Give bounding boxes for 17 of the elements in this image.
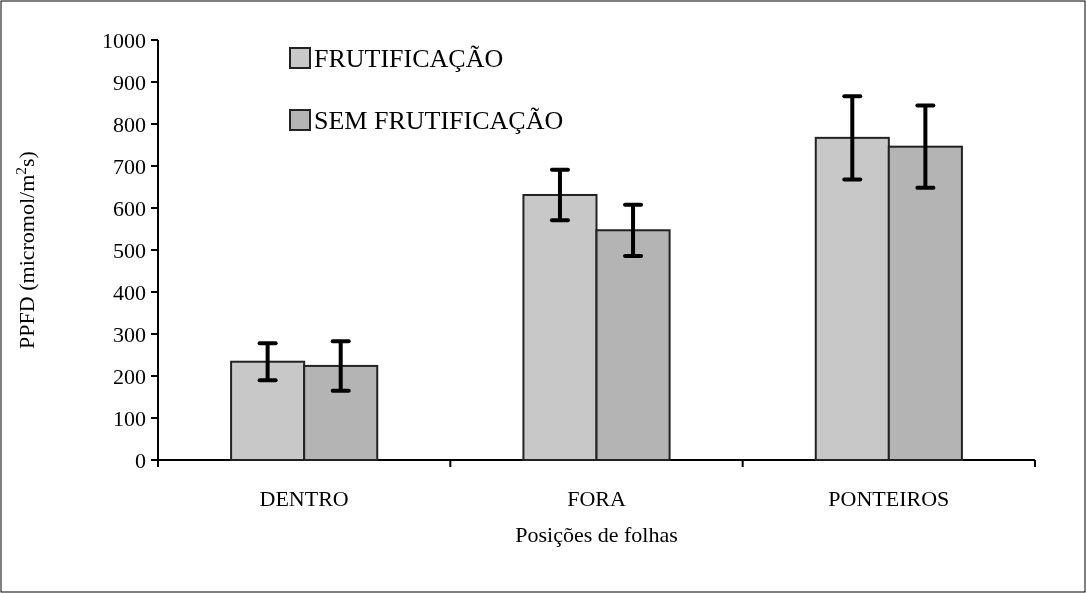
legend-label: SEM FRUTIFICAÇÃO [314, 106, 564, 136]
y-tick-label: 400 [113, 279, 146, 305]
y-tick-label: 600 [113, 195, 146, 221]
y-tick-label: 700 [113, 153, 146, 179]
x-tick-label: PONTEIROS [828, 486, 950, 511]
y-tick-label: 800 [113, 111, 146, 137]
y-tick-label: 1000 [102, 27, 146, 53]
x-tick-label: FORA [567, 486, 626, 511]
y-tick-label: 200 [113, 363, 146, 389]
y-tick-label: 500 [113, 237, 146, 263]
y-tick-label: 100 [113, 405, 146, 431]
y-tick-label: 900 [113, 69, 146, 95]
x-axis-title: Posições de folhas [515, 522, 678, 547]
x-tick-label: DENTRO [259, 486, 349, 511]
y-tick-label: 0 [135, 447, 146, 473]
legend-label: FRUTIFICAÇÃO [314, 44, 504, 74]
y-tick-label: 300 [113, 321, 146, 347]
